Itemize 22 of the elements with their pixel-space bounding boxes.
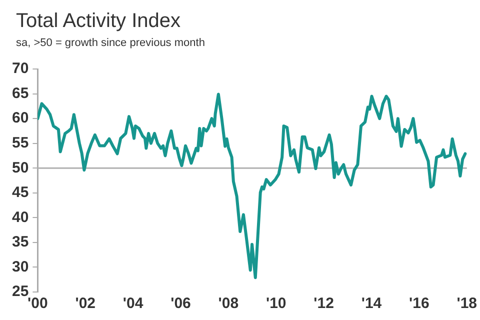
chart-subtitle: sa, >50 = growth since previous month <box>16 37 205 49</box>
x-tick-label: '18 <box>456 295 478 312</box>
x-tick-label: '04 <box>122 295 144 312</box>
x-tick-label: '14 <box>361 295 382 312</box>
y-tick-label: 25 <box>12 283 29 300</box>
y-tick-label: 50 <box>12 159 29 176</box>
chart-title: Total Activity Index <box>16 10 181 33</box>
y-tick-label: 65 <box>12 84 29 102</box>
x-tick-label: '00 <box>28 295 48 312</box>
y-tick-label: 30 <box>12 258 29 276</box>
y-tick-label: 70 <box>12 60 29 78</box>
x-tick-label: '16 <box>409 295 430 312</box>
x-tick-label: '06 <box>170 295 191 312</box>
y-tick-label: 55 <box>12 134 29 152</box>
y-tick-label: 60 <box>12 110 29 127</box>
x-tick-label: '02 <box>75 295 96 312</box>
y-tick-label: 40 <box>12 208 29 226</box>
x-tick-label: '12 <box>314 295 334 312</box>
x-tick-label: '10 <box>266 295 286 312</box>
y-tick-label: 35 <box>12 234 29 251</box>
x-tick-label: '08 <box>218 295 239 312</box>
y-tick-label: 45 <box>12 184 29 202</box>
